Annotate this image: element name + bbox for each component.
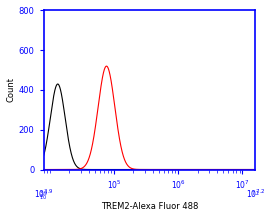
Text: $10^{3.9}$: $10^{3.9}$ xyxy=(34,188,54,200)
Y-axis label: Count: Count xyxy=(7,77,16,102)
Text: $^{7.2}$: $^{7.2}$ xyxy=(251,190,260,196)
Text: $_{10}^{3.9}$: $_{10}^{3.9}$ xyxy=(39,190,48,203)
X-axis label: TREM2-Alexa Fluor 488: TREM2-Alexa Fluor 488 xyxy=(101,202,198,211)
Text: $10^{7.2}$: $10^{7.2}$ xyxy=(246,188,265,200)
